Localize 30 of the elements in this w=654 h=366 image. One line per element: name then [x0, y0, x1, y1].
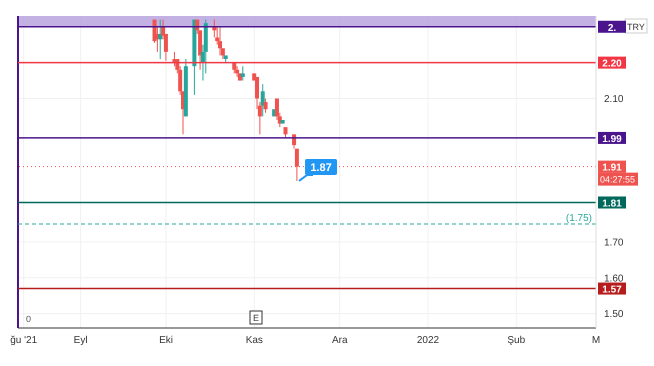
- x-tick-label: 2022: [416, 335, 440, 346]
- ref-line-label: 1.57: [602, 284, 622, 296]
- text: 04:27:55: [600, 174, 636, 185]
- y-tick-label: 1.50: [604, 309, 624, 320]
- x-tick-label: M: [592, 335, 600, 346]
- candlestick: [240, 66, 245, 82]
- annotation: E: [252, 313, 260, 323]
- y-tick-label: 1.70: [604, 237, 624, 248]
- x-tick-label: Şub: [507, 335, 526, 346]
- annotation: 1.87: [310, 162, 332, 174]
- y-tick-label: 1.60: [604, 273, 624, 284]
- ref-line-label: 2.: [608, 22, 616, 34]
- y-tick-label: 2.10: [604, 94, 624, 106]
- x-tick-label: Eyl: [74, 335, 88, 346]
- candlestick: [235, 66, 240, 78]
- annotation: 0: [26, 314, 32, 324]
- ref-line-label: 1.81: [602, 198, 622, 210]
- ref-line-label: 2.20: [602, 58, 622, 70]
- candlestick: [284, 126, 288, 138]
- candlestick: [218, 26, 222, 56]
- candlestick: [158, 19, 162, 60]
- candlestick: [260, 84, 265, 117]
- text: TRY: [627, 22, 645, 32]
- x-tick-label: Kas: [246, 335, 263, 346]
- ref-line-label: (1.75): [566, 213, 592, 224]
- x-tick-label: ğu '21: [10, 335, 38, 346]
- x-tick-label: Ara: [332, 335, 348, 346]
- ref-line-label: 1.91: [602, 162, 622, 174]
- x-tick-label: Eki: [159, 335, 174, 346]
- ref-line-label: 1.99: [602, 134, 622, 145]
